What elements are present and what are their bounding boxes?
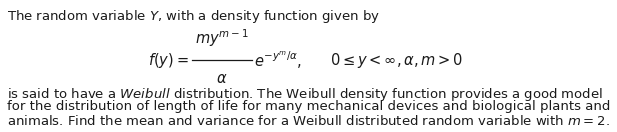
Text: $e^{-y^m/\alpha},$: $e^{-y^m/\alpha},$ — [254, 50, 302, 71]
Text: $\alpha$: $\alpha$ — [217, 71, 228, 86]
Text: for the distribution of length of life for many mechanical devices and biologica: for the distribution of length of life f… — [7, 100, 610, 113]
Text: is said to have a $\mathit{Weibull}$ distribution. The Weibull density function : is said to have a $\mathit{Weibull}$ dis… — [7, 86, 603, 103]
Text: animals. Find the mean and variance for a Weibull distributed random variable wi: animals. Find the mean and variance for … — [7, 114, 610, 128]
Text: $f(y) = $: $f(y) = $ — [148, 51, 189, 70]
Text: The random variable $Y$, with a density function given by: The random variable $Y$, with a density … — [7, 8, 380, 25]
Text: $0 \leq y < \infty, \alpha, m > 0$: $0 \leq y < \infty, \alpha, m > 0$ — [330, 51, 463, 70]
Text: $my^{m-1}$: $my^{m-1}$ — [195, 27, 249, 49]
